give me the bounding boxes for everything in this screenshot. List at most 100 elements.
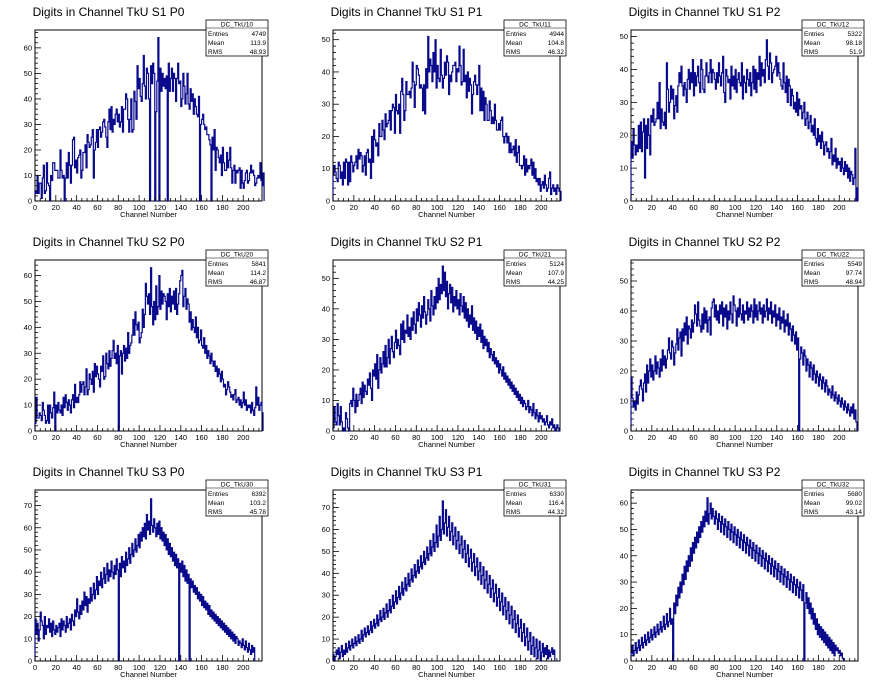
stats-rms-label: RMS <box>208 49 223 56</box>
x-tick-label: 40 <box>370 663 378 672</box>
stats-mean-value: 113.9 <box>250 40 266 47</box>
stats-mean-value: 98.18 <box>846 40 863 47</box>
x-tick-label: 20 <box>648 433 656 442</box>
x-tick-label: 0 <box>629 663 633 672</box>
y-tick-label: 70 <box>322 503 330 512</box>
x-tick-label: 140 <box>175 433 188 442</box>
stats-rms-label: RMS <box>506 49 521 56</box>
stats-mean-label: Mean <box>804 500 821 507</box>
x-tick-label: 160 <box>195 433 208 442</box>
chart-title: Digits in Channel TkU S1 P0 <box>33 5 185 19</box>
stats-entries-value: 6392 <box>252 491 267 498</box>
x-tick-label: 120 <box>750 203 763 212</box>
histogram-line <box>630 39 859 202</box>
x-tick-label: 20 <box>648 663 656 672</box>
x-tick-label: 180 <box>514 663 527 672</box>
y-tick-label: 20 <box>620 604 628 613</box>
histogram-panel: Digits in Channel TkU S1 P20 20 40 60 80 100 1… <box>620 5 865 219</box>
y-tick-label: 30 <box>620 337 628 346</box>
stats-name: DC_TkU31 <box>519 482 552 489</box>
x-tick-label: 160 <box>493 663 506 672</box>
stats-rms-value: 44.32 <box>548 509 565 516</box>
chart-title: Digits in Channel TkU S1 P2 <box>629 5 781 19</box>
x-tick-label: 200 <box>535 663 548 672</box>
x-tick-label: 0 <box>629 433 633 442</box>
y-tick-label: 40 <box>620 65 628 74</box>
y-tick-label: 20 <box>24 145 32 154</box>
x-tick-label: 80 <box>114 203 122 212</box>
y-tick-label: 50 <box>24 545 32 554</box>
stats-name: DC_TkU32 <box>817 482 850 489</box>
y-tick-label: 60 <box>24 43 32 52</box>
stats-mean-label: Mean <box>506 270 523 277</box>
x-tick-label: 200 <box>237 203 250 212</box>
x-tick-label: 20 <box>648 203 656 212</box>
x-tick-label: 80 <box>114 663 122 672</box>
x-tick-label: 40 <box>370 203 378 212</box>
stats-mean-label: Mean <box>506 40 523 47</box>
stats-box: DC_TkU30 Entries 6392 Mean 103.2 RMS 45.78 <box>205 479 269 517</box>
x-tick-label: 0 <box>331 203 335 212</box>
y-tick-label: 10 <box>620 397 628 406</box>
stats-entries-value: 4944 <box>550 31 565 38</box>
x-tick-label: 100 <box>431 663 444 672</box>
histogram-panel: Digits in Channel TkU S3 P20 20 40 60 80 100 1… <box>620 465 865 679</box>
y-tick-label: 20 <box>24 612 32 621</box>
y-tick-label: 20 <box>620 367 628 376</box>
histogram-line <box>332 500 556 662</box>
y-tick-label: 10 <box>620 630 628 639</box>
y-tick-label: 20 <box>620 131 628 140</box>
x-tick-label: 140 <box>771 203 784 212</box>
stats-box: DC_TkU21 Entries 5124 Mean 107.9 RMS 44.25 <box>503 249 567 287</box>
y-tick-label: 50 <box>322 35 330 44</box>
stats-box: DC_TkU10 Entries 4749 Mean 113.9 RMS 48.93 <box>205 19 269 57</box>
y-tick-label: 10 <box>620 164 628 173</box>
x-tick-label: 180 <box>216 433 229 442</box>
stats-mean-value: 103.2 <box>250 500 267 507</box>
histogram-line <box>34 267 264 432</box>
y-tick-label: 40 <box>322 569 330 578</box>
x-tick-label: 160 <box>791 203 804 212</box>
stats-name: DC_TkU30 <box>221 482 254 489</box>
stats-entries-value: 5322 <box>848 31 863 38</box>
x-tick-label: 20 <box>52 663 60 672</box>
x-tick-label: 0 <box>33 203 37 212</box>
stats-entries-label: Entries <box>506 31 527 38</box>
stats-entries-label: Entries <box>208 261 229 268</box>
x-tick-label: 80 <box>710 203 718 212</box>
x-tick-label: 180 <box>216 203 229 212</box>
x-tick-label: 80 <box>412 663 420 672</box>
y-tick-label: 10 <box>24 401 32 410</box>
x-tick-label: 140 <box>473 433 486 442</box>
x-tick-label: 180 <box>514 203 527 212</box>
y-tick-label: 40 <box>620 307 628 316</box>
x-tick-label: 60 <box>689 203 697 212</box>
stats-rms-label: RMS <box>506 509 521 516</box>
x-tick-label: 80 <box>114 433 122 442</box>
x-tick-label: 60 <box>93 433 101 442</box>
histogram-line <box>34 37 265 202</box>
histogram-line <box>332 265 560 432</box>
stats-rms-label: RMS <box>208 509 223 516</box>
stats-rms-value: 45.78 <box>250 509 267 516</box>
x-tick-label: 200 <box>237 663 250 672</box>
y-tick-label: 50 <box>322 547 330 556</box>
histogram-panel: Digits in Channel TkU S2 P20 20 40 60 80 100 1… <box>620 235 865 449</box>
x-tick-label: 140 <box>175 663 188 672</box>
stats-box: DC_TkU22 Entries 5549 Mean 97.74 RMS 48.94 <box>801 249 865 287</box>
y-tick-label: 50 <box>24 69 32 78</box>
y-tick-label: 0 <box>28 197 32 206</box>
stats-mean-value: 116.4 <box>548 500 564 507</box>
x-tick-label: 80 <box>412 433 420 442</box>
x-tick-label: 60 <box>391 663 399 672</box>
y-tick-label: 50 <box>620 525 628 534</box>
x-tick-label: 120 <box>750 433 763 442</box>
x-tick-label: 40 <box>668 663 676 672</box>
y-tick-label: 60 <box>322 525 330 534</box>
x-axis-label: Channel Number <box>120 670 177 679</box>
x-tick-label: 120 <box>750 663 763 672</box>
x-tick-label: 100 <box>729 433 742 442</box>
x-tick-label: 120 <box>452 663 465 672</box>
y-tick-label: 30 <box>24 349 32 358</box>
